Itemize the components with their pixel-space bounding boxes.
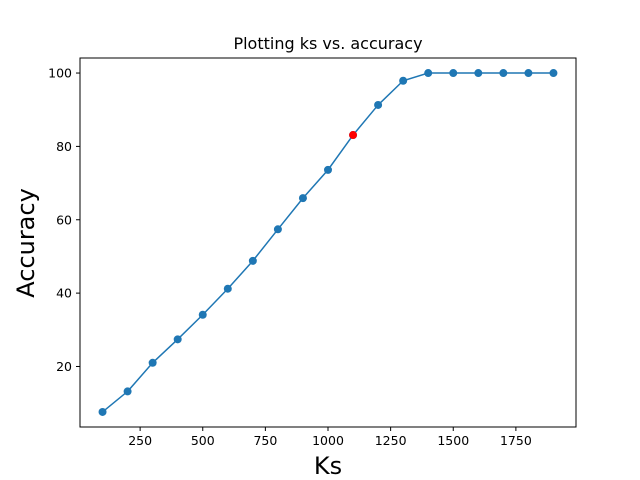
data-point [198, 310, 207, 319]
y-tick-label: 60 [56, 212, 72, 227]
x-axis-label: Ks [314, 452, 342, 480]
y-tick-label: 100 [48, 66, 72, 81]
data-point [499, 69, 508, 78]
data-point [374, 100, 383, 109]
data-point [123, 387, 132, 396]
x-tick-label: 1000 [312, 433, 344, 448]
data-point [549, 69, 558, 78]
data-point [173, 335, 182, 344]
data-point [424, 69, 433, 78]
series-line [102, 72, 554, 413]
y-tick-label: 40 [56, 286, 72, 301]
data-point [298, 194, 307, 203]
data-point [223, 284, 232, 293]
x-tick-label: 250 [128, 433, 152, 448]
x-tick-label: 750 [253, 433, 277, 448]
x-tick-label: 1750 [500, 433, 532, 448]
data-point [248, 256, 257, 265]
y-tick-label: 80 [56, 139, 72, 154]
data-point [524, 69, 533, 78]
x-tick-label: 500 [191, 433, 215, 448]
data-point [324, 165, 332, 174]
axes-frame [79, 57, 577, 428]
data-point [449, 69, 458, 78]
x-tick-label: 1250 [375, 433, 407, 448]
x-tick-label: 1500 [437, 433, 469, 448]
highlight-point [349, 131, 358, 140]
data-point [474, 69, 483, 78]
y-tick-label: 20 [56, 359, 72, 374]
data-point [273, 225, 282, 234]
data-point [98, 407, 107, 416]
chart-title: Plotting ks vs. accuracy [233, 34, 422, 53]
plot-area: 250 500 750 1000 1250 1500 1750 20 40 60 80 100 [48, 57, 577, 448]
data-point [148, 358, 157, 367]
y-axis-label: Accuracy [12, 188, 40, 298]
data-point [399, 76, 408, 85]
